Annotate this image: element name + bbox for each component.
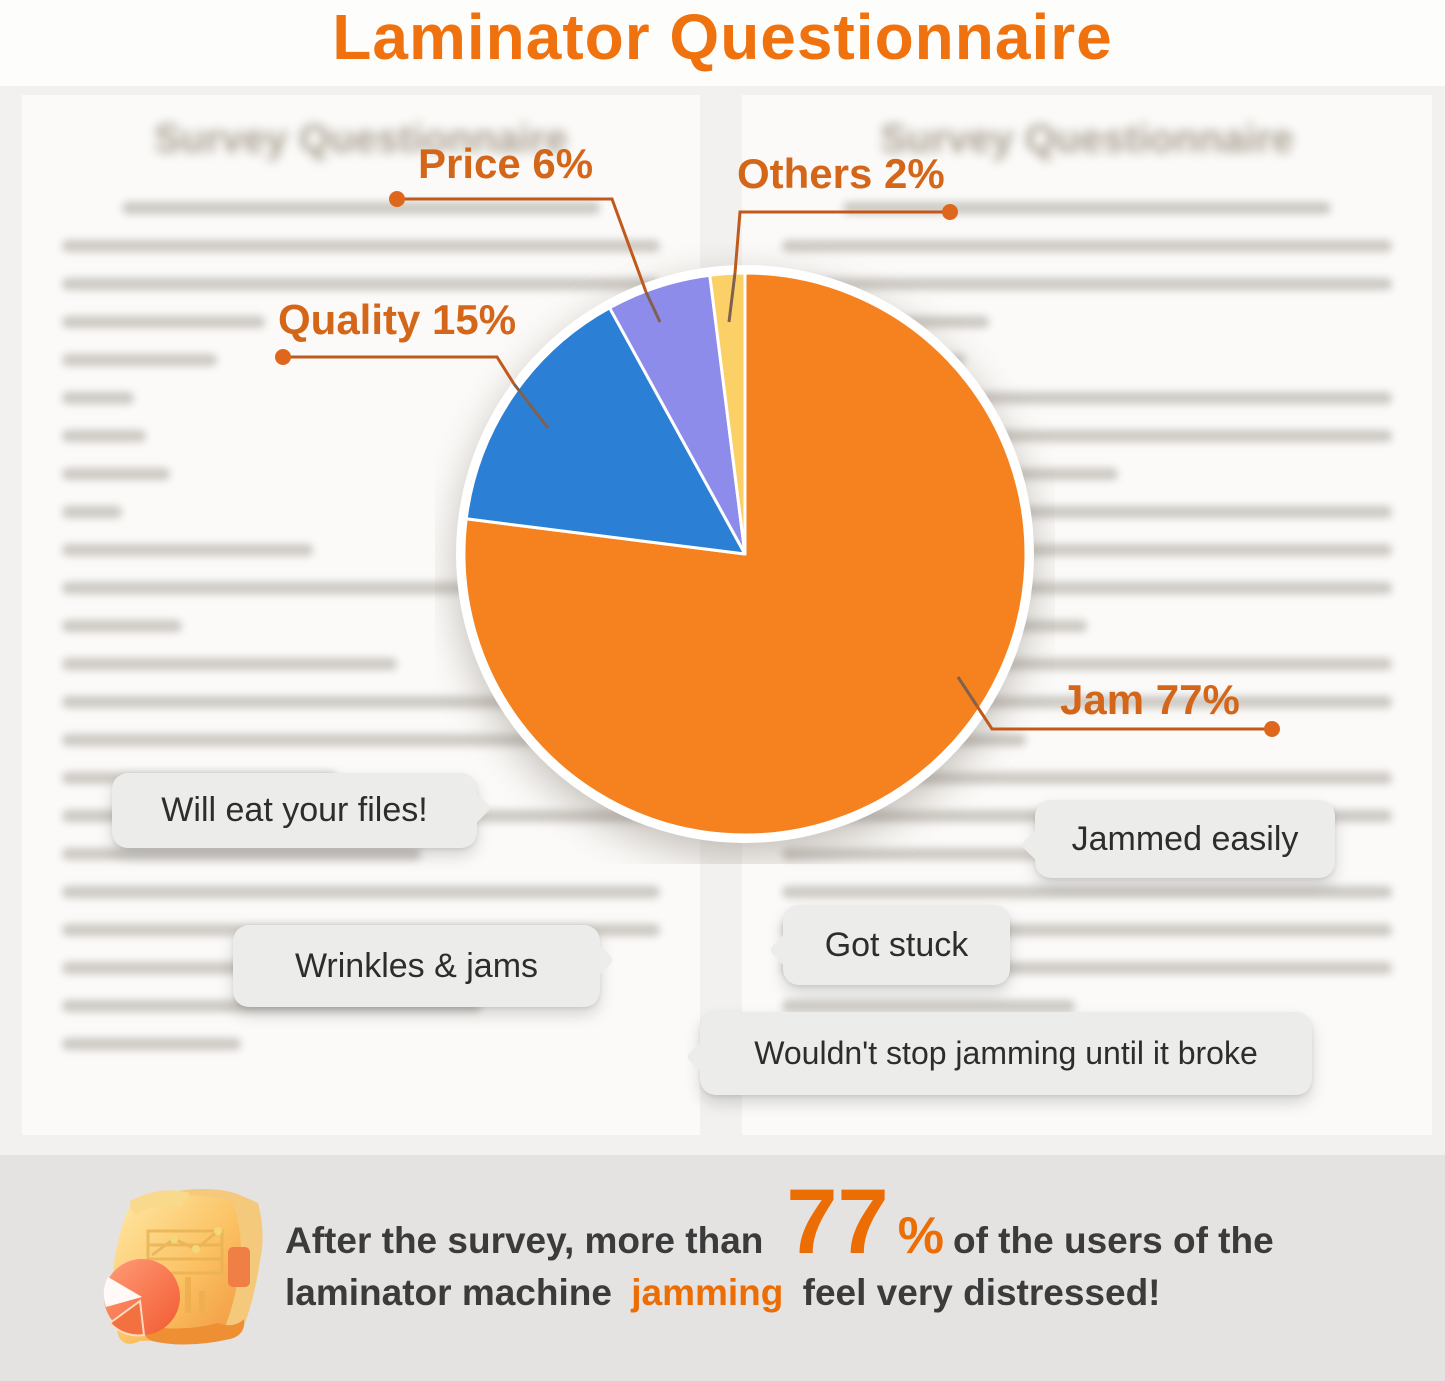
blurred-text-line	[782, 278, 1392, 290]
quote-text: Will eat your files!	[161, 791, 428, 829]
blurred-text-line	[62, 658, 397, 670]
survey-report-icon	[103, 1189, 263, 1345]
label-others: Others 2%	[737, 150, 945, 197]
quote-text: Wrinkles & jams	[294, 946, 539, 985]
banner-number: 77	[786, 1171, 889, 1273]
quote-bubble: Wrinkles & jams	[233, 925, 600, 1007]
blurred-text-line	[62, 620, 182, 632]
blurred-text-line	[62, 734, 660, 746]
quote-text: Wouldn't stop jamming until it broke	[754, 1035, 1258, 1071]
banner-line1: After the survey, more than 77 % of the …	[285, 1171, 1283, 1273]
blurred-text-line	[121, 202, 601, 214]
quote-text: Jammed easily	[1071, 819, 1299, 858]
quote-text: Got stuck	[824, 925, 969, 964]
blurred-text-line	[62, 886, 660, 898]
conclusion-banner: After the survey, more than 77 % of the …	[0, 1155, 1445, 1381]
quote-bubble: Jammed easily	[1035, 800, 1335, 878]
blurred-text-line	[62, 1038, 242, 1050]
label-quality: Quality 15%	[278, 296, 517, 343]
banner-text: After the survey, more than 77 % of the …	[285, 1171, 1283, 1314]
blurred-text-line	[62, 430, 146, 442]
blurred-text-line	[782, 886, 1392, 898]
blurred-text-line	[62, 468, 170, 480]
banner-line2-before: laminator machine	[285, 1272, 612, 1313]
blurred-text-line	[62, 354, 218, 366]
blurred-text-line	[62, 316, 266, 328]
banner-line2: laminator machine jamming feel very dist…	[285, 1272, 1283, 1314]
pie-chart	[456, 265, 1034, 843]
quote-bubble: Will eat your files!	[112, 773, 477, 848]
blurred-text-line	[62, 544, 314, 556]
banner-percent: %	[897, 1207, 944, 1265]
document-title: Survey Questionnaire	[880, 117, 1294, 161]
blurred-text-line	[62, 392, 134, 404]
label-price: Price 6%	[418, 140, 594, 187]
document-title: Survey Questionnaire	[154, 117, 568, 161]
blurred-text-line	[62, 506, 122, 518]
label-jam: Jam 77%	[1060, 676, 1240, 723]
blurred-text-line	[782, 772, 1392, 784]
blurred-text-line	[782, 1000, 1075, 1012]
banner-suffix: of the users of the	[952, 1220, 1274, 1261]
quote-bubble: Got stuck	[783, 905, 1010, 985]
blurred-text-line	[843, 202, 1331, 214]
blurred-text-line	[62, 848, 421, 860]
pie-slice-quality	[464, 306, 747, 556]
quote-bubble: Wouldn't stop jamming until it broke	[700, 1012, 1312, 1095]
page-title: Laminator Questionnaire	[332, 1, 1113, 73]
banner-highlight: jamming	[631, 1272, 784, 1313]
blurred-text-line	[62, 962, 266, 974]
banner-line2-after: feel very distressed!	[802, 1272, 1161, 1313]
banner-prefix: After the survey, more than	[285, 1220, 764, 1261]
